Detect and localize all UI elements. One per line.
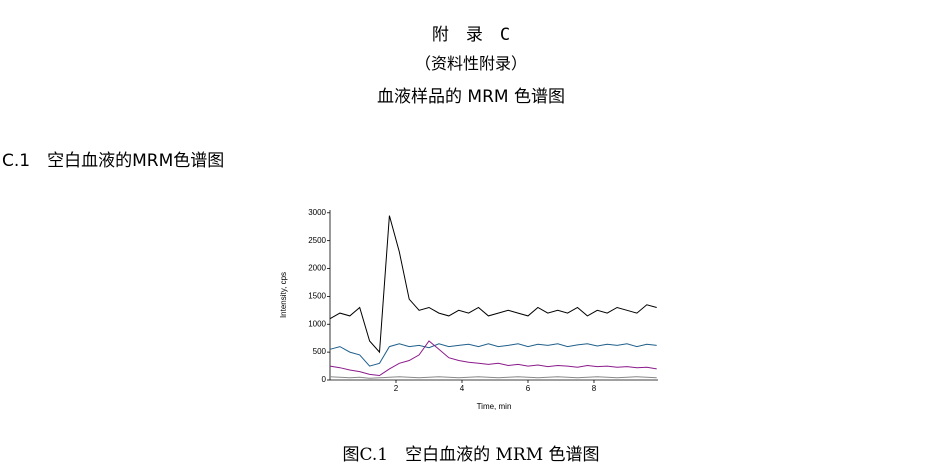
x-tick-label: 6 (526, 384, 531, 393)
x-axis-label: Time, min (477, 402, 512, 411)
y-tick-label: 500 (313, 347, 327, 356)
y-tick-label: 2000 (308, 264, 326, 273)
x-tick-label: 2 (394, 384, 399, 393)
series-line (329, 215, 657, 354)
y-tick-label: 1500 (308, 292, 326, 301)
y-tick-label: 3000 (308, 208, 326, 217)
x-tick-label: 8 (592, 384, 597, 393)
y-tick-label: 1000 (308, 319, 326, 328)
section-heading: C.1 空白血液的MRM色谱图 (2, 151, 225, 171)
y-tick-label: 0 (322, 375, 327, 384)
series-line (329, 340, 657, 377)
appendix-label: 附 录 C (431, 25, 511, 45)
appendix-note: （资料性附录） (414, 54, 527, 73)
x-tick-label: 4 (460, 384, 465, 393)
figure-caption: 图C.1 空白血液的 MRM 色谱图 (342, 445, 600, 465)
appendix-title: 血液样品的 MRM 色谱图 (377, 87, 565, 107)
y-axis-label: Intensity, cps (279, 272, 288, 318)
series-line (329, 343, 657, 367)
y-tick-label: 2500 (308, 236, 326, 245)
series-line (329, 376, 657, 379)
